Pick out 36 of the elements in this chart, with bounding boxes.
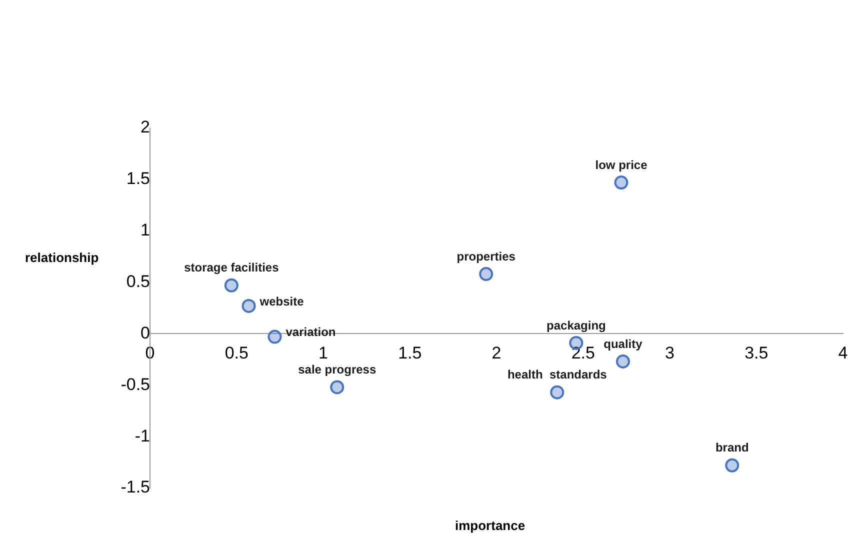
y-tick-label: -1.5 bbox=[120, 478, 150, 497]
x-tick-label: 1 bbox=[318, 344, 328, 363]
point bbox=[224, 278, 238, 292]
y-tick-label: 2 bbox=[140, 118, 150, 137]
point bbox=[616, 354, 630, 368]
y-axis-title: relationship bbox=[25, 250, 99, 265]
annotation: sale progress bbox=[298, 362, 376, 377]
annotation: properties bbox=[456, 249, 516, 264]
annotation: packaging bbox=[546, 318, 606, 332]
point bbox=[614, 176, 628, 190]
point bbox=[479, 267, 494, 282]
annotation: quality bbox=[604, 336, 643, 351]
x-tick-label: 3 bbox=[665, 344, 674, 363]
x-tick-label: 0.5 bbox=[224, 344, 248, 363]
point bbox=[550, 385, 564, 400]
point bbox=[330, 380, 344, 394]
point bbox=[242, 298, 256, 313]
x-axis-title: importance bbox=[455, 518, 526, 533]
x-tick-label: 1.5 bbox=[398, 344, 422, 363]
y-tick-label: -1 bbox=[134, 426, 150, 446]
x-tick-label: 3.5 bbox=[744, 344, 768, 363]
point bbox=[268, 330, 282, 344]
annotation: brand bbox=[715, 440, 749, 455]
y-tick-label: -0.5 bbox=[120, 374, 150, 394]
x-tick-label: 4 bbox=[838, 344, 848, 363]
annotation: storage facilities bbox=[184, 260, 280, 275]
annotation: health standards bbox=[507, 368, 608, 382]
y-tick-label: 1.5 bbox=[126, 169, 150, 188]
annotation: website bbox=[258, 294, 304, 308]
y-tick-label: 1 bbox=[140, 220, 150, 240]
y-tick-label: 0 bbox=[140, 323, 150, 342]
y-tick-label: 0.5 bbox=[126, 272, 150, 291]
annotation: low price bbox=[595, 158, 648, 172]
point bbox=[725, 458, 740, 472]
annotation: variation bbox=[286, 325, 336, 340]
x-tick-label: 2 bbox=[492, 344, 502, 363]
